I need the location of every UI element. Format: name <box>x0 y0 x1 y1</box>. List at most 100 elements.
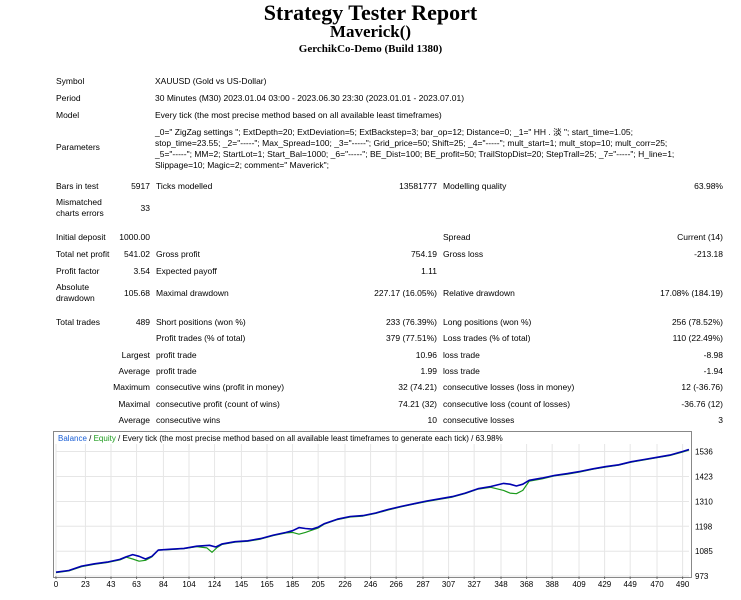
ticks-value: 13581777 <box>399 181 437 191</box>
max-cw-value: 32 (74.21) <box>398 382 437 392</box>
x-tick-label: 409 <box>572 580 586 589</box>
trades-label: Total trades <box>56 317 100 327</box>
maximal-label: Maximal <box>118 399 150 409</box>
parameters-line: stop_time=23.55; _2="-----"; Max_Spread=… <box>155 138 668 148</box>
x-tick-label: 348 <box>494 580 508 589</box>
period-label: Period <box>56 93 81 103</box>
avg-loss-label: loss trade <box>443 366 480 376</box>
x-tick-label: 226 <box>338 580 352 589</box>
y-tick-label: 1536 <box>695 448 713 457</box>
maxl-cp-label: consecutive profit (count of wins) <box>156 399 280 409</box>
period-value: 30 Minutes (M30) 2023.01.04 03:00 - 2023… <box>155 93 465 103</box>
x-tick-label: 165 <box>260 580 274 589</box>
avg-cw-value: 10 <box>427 415 437 425</box>
reldd-value: 17.08% (184.19) <box>660 288 723 298</box>
reldd-label: Relative drawdown <box>443 288 515 298</box>
average-label: Average <box>118 366 150 376</box>
largest-label: Largest <box>121 350 150 360</box>
grossprofit-label: Gross profit <box>156 249 200 259</box>
x-tick-label: 266 <box>389 580 403 589</box>
lt-label: Loss trades (% of total) <box>443 333 531 343</box>
mismatch-value: 33 <box>140 203 150 213</box>
server-name: GerchikCo-Demo (Build 1380) <box>298 43 443 55</box>
x-tick-label: 185 <box>286 580 300 589</box>
legend-description: / Every tick (the most precise method ba… <box>115 434 503 443</box>
avg-profit-label: profit trade <box>156 366 197 376</box>
deposit-value: 1000.00 <box>119 232 150 242</box>
absdd-value: 105.68 <box>124 288 150 298</box>
expert-name: Maverick() <box>329 22 412 41</box>
x-tick-label: 327 <box>467 580 481 589</box>
x-tick-label: 124 <box>208 580 222 589</box>
x-tick-label: 490 <box>676 580 690 589</box>
y-tick-label: 1085 <box>695 547 713 556</box>
x-tick-label: 388 <box>545 580 559 589</box>
model-value: Every tick (the most precise method base… <box>155 110 442 120</box>
deposit-label: Initial deposit <box>56 232 106 242</box>
absdd-label: Absolute <box>56 282 90 292</box>
balance-chart: Balance / Equity / Every tick (the most … <box>53 431 692 578</box>
quality-label: Modelling quality <box>443 181 507 191</box>
spread-value: Current (14) <box>677 232 723 242</box>
maxl-cp-value: 74.21 (32) <box>398 399 437 409</box>
x-tick-label: 287 <box>416 580 430 589</box>
avg-cl-value: 3 <box>718 415 723 425</box>
maxl-cl-value: -36.76 (12) <box>681 399 723 409</box>
pf-value: 3.54 <box>133 266 150 276</box>
x-tick-label: 205 <box>311 580 325 589</box>
max-cl-label: consecutive losses (loss in money) <box>443 382 575 392</box>
x-tick-label: 104 <box>182 580 196 589</box>
x-tick-label: 43 <box>107 580 116 589</box>
ticks-label: Ticks modelled <box>156 181 213 191</box>
maxl-cl-label: consecutive loss (count of losses) <box>443 399 571 409</box>
x-tick-label: 470 <box>650 580 664 589</box>
x-tick-label: 429 <box>598 580 612 589</box>
spread-label: Spread <box>443 232 471 242</box>
avg-cl-label: consecutive losses <box>443 415 515 425</box>
largest-loss-label: loss trade <box>443 350 480 360</box>
absdd-label: drawdown <box>56 293 95 303</box>
symbol-value: XAUUSD (Gold vs US-Dollar) <box>155 76 267 86</box>
grossloss-label: Gross loss <box>443 249 484 259</box>
lt-value: 110 (22.49%) <box>672 333 723 343</box>
balance-line <box>55 448 690 573</box>
chart-legend: Balance / Equity / Every tick (the most … <box>58 434 503 443</box>
largest-profit-label: profit trade <box>156 350 197 360</box>
y-tick-label: 1198 <box>695 522 713 531</box>
x-tick-label: 246 <box>364 580 378 589</box>
quality-value: 63.98% <box>694 181 723 191</box>
short-value: 233 (76.39%) <box>385 317 437 327</box>
maxdd-label: Maximal drawdown <box>156 288 229 298</box>
x-tick-label: 63 <box>132 580 141 589</box>
largest-profit-value: 10.96 <box>415 350 437 360</box>
avg-profit-value: 1.99 <box>420 366 437 376</box>
trades-value: 489 <box>135 317 150 327</box>
long-value: 256 (78.52%) <box>671 317 723 327</box>
bars-value: 5917 <box>131 181 150 191</box>
grossprofit-value: 754.19 <box>411 249 437 259</box>
legend-balance: Balance <box>58 434 87 443</box>
x-tick-label: 145 <box>235 580 249 589</box>
payoff-label: Expected payoff <box>156 266 217 276</box>
avg-loss-value: -1.94 <box>703 366 723 376</box>
x-tick-label: 449 <box>623 580 637 589</box>
x-tick-label: 84 <box>159 580 168 589</box>
pt-label: Profit trades (% of total) <box>156 333 246 343</box>
x-tick-label: 307 <box>442 580 456 589</box>
parameters-line: Slippage=10; Magic=2; comment=" Maverick… <box>155 160 329 170</box>
symbol-label: Symbol <box>56 76 85 86</box>
parameters-label: Parameters <box>56 142 100 152</box>
short-label: Short positions (won %) <box>156 317 246 327</box>
bars-label: Bars in test <box>56 181 99 191</box>
y-tick-label: 1310 <box>695 497 713 506</box>
average2-label: Average <box>118 415 150 425</box>
x-tick-label: 368 <box>520 580 534 589</box>
long-label: Long positions (won %) <box>443 317 532 327</box>
grossloss-value: -213.18 <box>694 249 723 259</box>
netprofit-label: Total net profit <box>56 249 110 259</box>
parameters-line: _0=" ZigZag settings "; ExtDepth=20; Ext… <box>155 127 633 137</box>
y-tick-label: 1423 <box>695 473 713 482</box>
y-tick-label: 973 <box>695 572 709 581</box>
parameters-line: _5="-----"; MM=2; StartLot=1; Start_Bal=… <box>155 149 675 159</box>
